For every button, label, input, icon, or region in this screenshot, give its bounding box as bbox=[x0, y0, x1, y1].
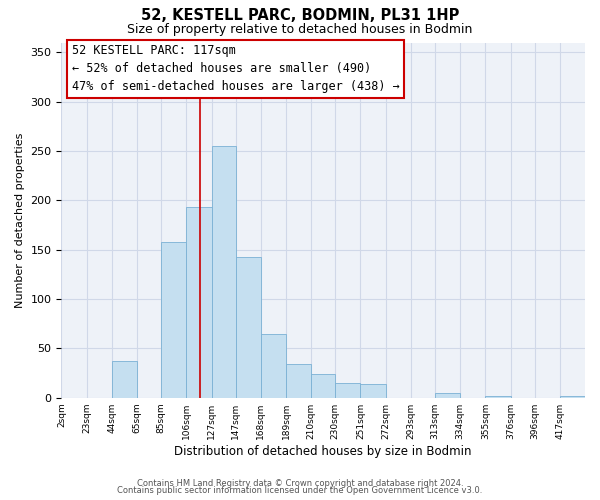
Text: Size of property relative to detached houses in Bodmin: Size of property relative to detached ho… bbox=[127, 22, 473, 36]
Bar bbox=[212, 146, 236, 398]
Text: Contains public sector information licensed under the Open Government Licence v3: Contains public sector information licen… bbox=[118, 486, 482, 495]
Text: 52 KESTELL PARC: 117sqm
← 52% of detached houses are smaller (490)
47% of semi-d: 52 KESTELL PARC: 117sqm ← 52% of detache… bbox=[72, 44, 400, 94]
Bar bbox=[560, 396, 585, 398]
Bar bbox=[361, 384, 386, 398]
Bar bbox=[435, 393, 460, 398]
Bar bbox=[236, 256, 261, 398]
Bar bbox=[261, 334, 286, 398]
Text: 52, KESTELL PARC, BODMIN, PL31 1HP: 52, KESTELL PARC, BODMIN, PL31 1HP bbox=[141, 8, 459, 22]
Bar bbox=[112, 361, 137, 398]
Bar bbox=[161, 242, 186, 398]
Bar bbox=[186, 208, 212, 398]
Y-axis label: Number of detached properties: Number of detached properties bbox=[15, 132, 25, 308]
Bar bbox=[286, 364, 311, 398]
Bar bbox=[485, 396, 511, 398]
Bar bbox=[335, 383, 361, 398]
Bar bbox=[311, 374, 335, 398]
Text: Contains HM Land Registry data © Crown copyright and database right 2024.: Contains HM Land Registry data © Crown c… bbox=[137, 478, 463, 488]
X-axis label: Distribution of detached houses by size in Bodmin: Distribution of detached houses by size … bbox=[175, 444, 472, 458]
